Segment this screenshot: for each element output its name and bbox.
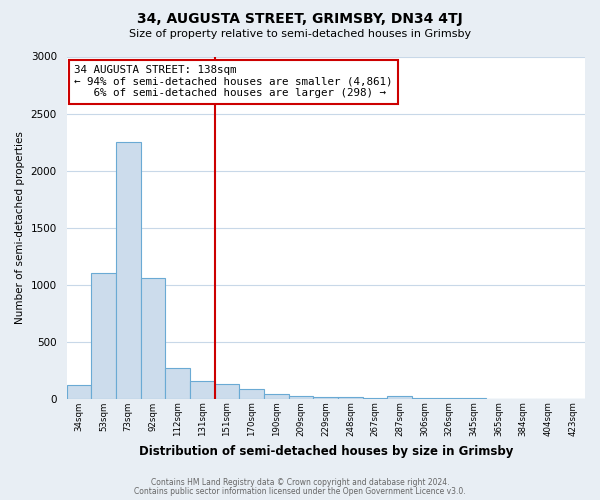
Text: Contains HM Land Registry data © Crown copyright and database right 2024.: Contains HM Land Registry data © Crown c… [151,478,449,487]
Bar [313,397,338,398]
X-axis label: Distribution of semi-detached houses by size in Grimsby: Distribution of semi-detached houses by … [139,444,513,458]
Bar [215,384,239,398]
Bar [388,396,412,398]
Y-axis label: Number of semi-detached properties: Number of semi-detached properties [15,131,25,324]
Bar [239,390,264,398]
Text: 34, AUGUSTA STREET, GRIMSBY, DN34 4TJ: 34, AUGUSTA STREET, GRIMSBY, DN34 4TJ [137,12,463,26]
Bar [289,396,313,398]
Bar [140,278,165,398]
Bar [264,394,289,398]
Bar [165,368,190,398]
Bar [190,381,215,398]
Bar [91,273,116,398]
Bar [116,142,140,399]
Text: 34 AUGUSTA STREET: 138sqm
← 94% of semi-detached houses are smaller (4,861)
   6: 34 AUGUSTA STREET: 138sqm ← 94% of semi-… [74,65,393,98]
Text: Contains public sector information licensed under the Open Government Licence v3: Contains public sector information licen… [134,487,466,496]
Bar [67,385,91,398]
Bar [338,397,363,398]
Text: Size of property relative to semi-detached houses in Grimsby: Size of property relative to semi-detach… [129,29,471,39]
